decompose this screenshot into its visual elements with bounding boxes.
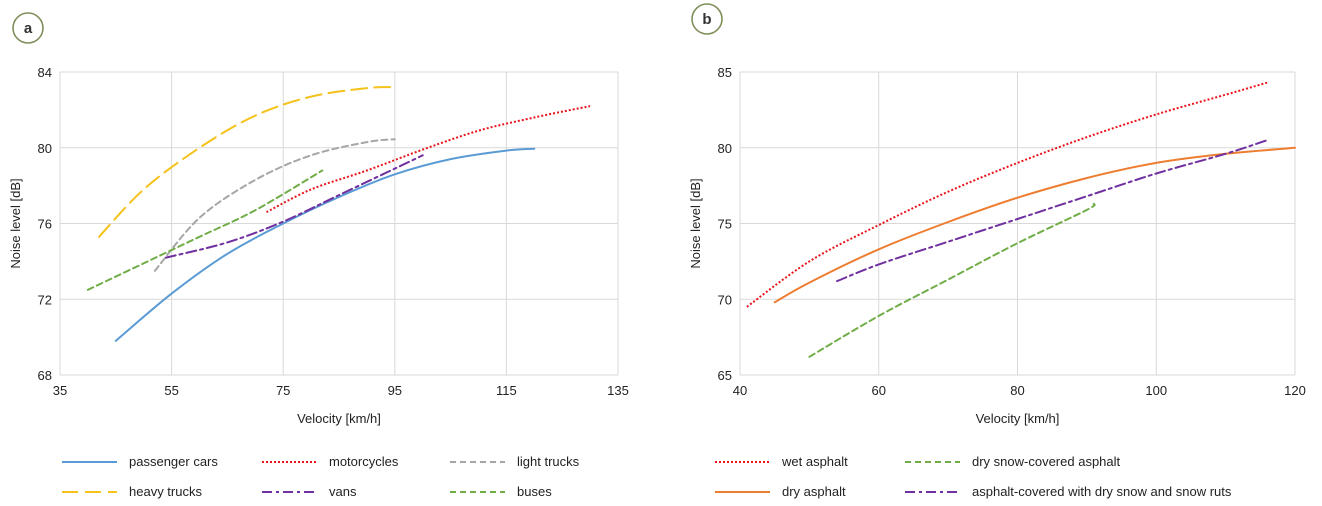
chart-0-x-tick-label: 55 — [164, 383, 178, 398]
chart-1-panel-badge — [691, 3, 723, 35]
chart-1-y-tick-label: 70 — [718, 292, 732, 307]
chart-0-legend-label-passenger-cars: passenger cars — [129, 454, 218, 469]
chart-0-x-axis-title: Velocity [km/h] — [297, 411, 381, 426]
chart-0-series-line-motorcycles — [266, 105, 591, 213]
chart-1-panel-letter: b — [702, 11, 711, 28]
chart-0-panel-letter: a — [24, 20, 33, 37]
chart-1-x-axis-title: Velocity [km/h] — [976, 411, 1060, 426]
chart-0-y-tick-label: 68 — [38, 368, 52, 383]
chart-0-y-tick-label: 84 — [38, 65, 52, 80]
chart-0-series-line-vans — [165, 154, 424, 259]
chart-0-y-tick-label: 76 — [38, 217, 52, 232]
chart-1-x-tick-label: 120 — [1284, 383, 1306, 398]
chart-1-legend-label-wet-asphalt: wet asphalt — [781, 454, 848, 469]
chart-0-x-tick-label: 115 — [496, 383, 517, 398]
chart-1-y-tick-label: 85 — [718, 65, 732, 80]
chart-1-y-axis-title: Noise level [dB] — [688, 178, 703, 268]
chart-0-legend-label-vans: vans — [329, 484, 357, 499]
chart-1-y-tick-label: 75 — [718, 217, 732, 232]
chart-0-y-axis-title: Noise level [dB] — [8, 178, 23, 268]
chart-0-series-line-buses — [86, 169, 324, 291]
chart-1-legend-label-dry-asphalt: dry asphalt — [782, 484, 846, 499]
chart-0-series-line-light-trucks — [153, 138, 396, 272]
chart-0-legend-label-light-trucks: light trucks — [517, 454, 580, 469]
chart-1-legend-label-asphalt-covered-with-dry-snow-and-snow-ruts: asphalt-covered with dry snow and snow r… — [972, 484, 1232, 499]
chart-0-panel-badge — [12, 12, 44, 44]
chart-0-series-line-heavy-trucks — [98, 86, 396, 238]
chart-1-y-tick-label: 80 — [718, 141, 732, 156]
chart-0-legend-label-heavy-trucks: heavy trucks — [129, 484, 202, 499]
chart-0-y-tick-label: 80 — [38, 141, 52, 156]
chart-0-legend-label-buses: buses — [517, 484, 552, 499]
chart-0-x-tick-label: 35 — [53, 383, 67, 398]
chart-1-legend-label-dry-snow-covered-asphalt: dry snow-covered asphalt — [972, 454, 1121, 469]
chart-1-x-tick-label: 80 — [1010, 383, 1024, 398]
chart-0-x-tick-label: 75 — [276, 383, 290, 398]
chart-0-x-tick-label: 135 — [607, 383, 629, 398]
chart-1-x-tick-label: 40 — [733, 383, 747, 398]
chart-0-series-line-passenger-cars — [114, 147, 536, 342]
chart-1-x-tick-label: 60 — [872, 383, 886, 398]
chart-1-series-line-dry-asphalt — [773, 146, 1296, 304]
chart-1-series-line-wet-asphalt — [746, 81, 1268, 308]
chart-1-y-tick-label: 65 — [718, 368, 732, 383]
chart-1-series-line-dry-snow-covered-asphalt — [808, 202, 1096, 358]
chart-1-series-line-asphalt-covered-with-dry-snow-and-snow-ruts — [836, 139, 1269, 283]
chart-0-x-tick-label: 95 — [388, 383, 402, 398]
chart-1-x-tick-label: 100 — [1145, 383, 1167, 398]
chart-0-y-tick-label: 72 — [38, 292, 52, 307]
chart-0-legend-label-motorcycles: motorcycles — [329, 454, 399, 469]
